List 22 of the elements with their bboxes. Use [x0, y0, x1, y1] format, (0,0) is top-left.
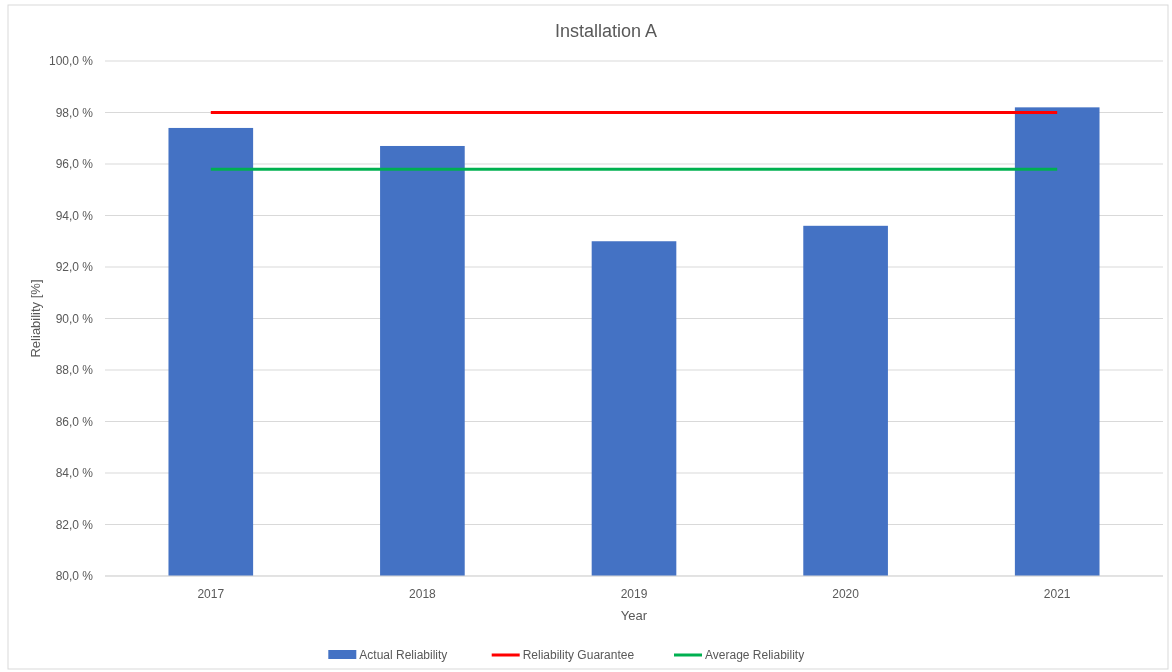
y-tick-label: 94,0 %	[55, 208, 94, 223]
y-tick-label: 96,0 %	[55, 157, 94, 172]
x-tick-label: 2019	[620, 587, 648, 601]
x-tick-label: 2021	[1043, 587, 1071, 601]
y-tick-label: 90,0 %	[55, 311, 94, 326]
y-tick-label: 88,0 %	[55, 363, 94, 378]
y-tick-label: 100,0 %	[48, 54, 94, 69]
x-tick-label: 2018	[409, 587, 437, 601]
y-tick-label: 80,0 %	[55, 569, 94, 584]
y-tick-label: 92,0 %	[55, 260, 94, 275]
y-tick-label: 84,0 %	[55, 466, 94, 481]
legend-label: Reliability Guarantee	[522, 648, 635, 663]
legend-label: Average Reliability	[705, 648, 805, 663]
y-tick-label: 82,0 %	[55, 517, 94, 532]
y-tick-label: 98,0 %	[55, 105, 94, 120]
chart-title: Installation A	[554, 21, 658, 41]
x-tick-label: 2017	[197, 587, 225, 601]
y-tick-label: 86,0 %	[55, 414, 94, 429]
y-axis-title: Reliability [%]	[28, 279, 43, 358]
legend-label: Actual Reliability	[359, 648, 448, 663]
x-axis-title: Year	[620, 608, 648, 623]
x-tick-label: 2020	[832, 587, 860, 601]
